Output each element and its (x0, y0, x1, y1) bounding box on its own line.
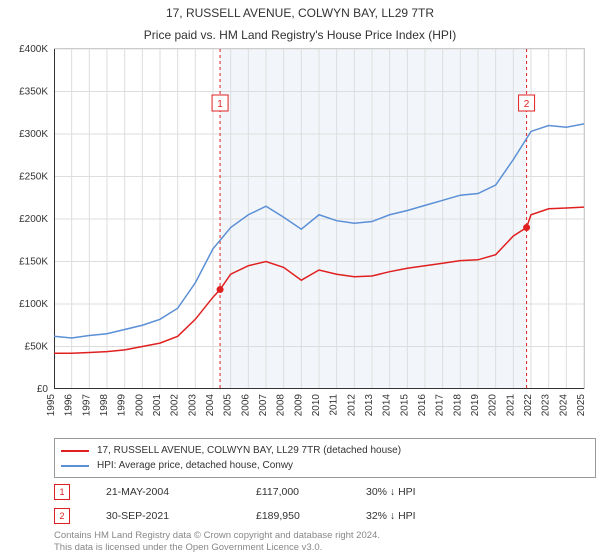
footer: Contains HM Land Registry data © Crown c… (54, 530, 380, 554)
legend-row-property: 17, RUSSELL AVENUE, COLWYN BAY, LL29 7TR… (61, 443, 589, 458)
svg-text:2025: 2025 (576, 394, 587, 417)
svg-text:2017: 2017 (435, 394, 446, 417)
legend-swatch-property (61, 450, 89, 452)
svg-text:2024: 2024 (558, 394, 569, 417)
chart-title-line1: 17, RUSSELL AVENUE, COLWYN BAY, LL29 7TR (0, 0, 600, 22)
svg-text:£350K: £350K (19, 87, 48, 98)
legend-label-hpi: HPI: Average price, detached house, Conw… (97, 458, 293, 473)
svg-text:2023: 2023 (541, 394, 552, 417)
marker-date-2: 30-SEP-2021 (106, 510, 256, 522)
marker-delta-2: 32% ↓ HPI (366, 510, 526, 522)
svg-text:2: 2 (524, 99, 530, 110)
svg-text:£150K: £150K (19, 257, 48, 268)
svg-text:2022: 2022 (523, 394, 534, 417)
svg-text:1999: 1999 (117, 394, 128, 417)
marker-date-1: 21-MAY-2004 (106, 486, 256, 498)
svg-text:2001: 2001 (152, 394, 163, 417)
svg-text:2012: 2012 (346, 394, 357, 417)
marker-row-1: 1 21-MAY-2004 £117,000 30% ↓ HPI (18, 480, 584, 504)
marker-table: 1 21-MAY-2004 £117,000 30% ↓ HPI 2 30-SE… (18, 480, 584, 528)
svg-text:2018: 2018 (452, 394, 463, 417)
marker-price-1: £117,000 (256, 486, 366, 498)
chart-title-line2: Price paid vs. HM Land Registry's House … (0, 22, 600, 44)
svg-text:2008: 2008 (276, 394, 287, 417)
svg-text:2005: 2005 (223, 394, 234, 417)
svg-text:2007: 2007 (258, 394, 269, 417)
svg-text:£100K: £100K (19, 299, 48, 310)
footer-line2: This data is licensed under the Open Gov… (54, 542, 380, 554)
legend: 17, RUSSELL AVENUE, COLWYN BAY, LL29 7TR… (54, 438, 596, 478)
legend-label-property: 17, RUSSELL AVENUE, COLWYN BAY, LL29 7TR… (97, 443, 401, 458)
svg-text:2011: 2011 (329, 394, 340, 416)
svg-text:2013: 2013 (364, 394, 375, 417)
svg-text:£200K: £200K (19, 214, 48, 225)
svg-text:2019: 2019 (470, 394, 481, 417)
chart-container: 17, RUSSELL AVENUE, COLWYN BAY, LL29 7TR… (0, 0, 600, 560)
legend-row-hpi: HPI: Average price, detached house, Conw… (61, 458, 589, 473)
marker-row-2: 2 30-SEP-2021 £189,950 32% ↓ HPI (18, 504, 584, 528)
svg-text:2004: 2004 (205, 394, 216, 417)
svg-text:1996: 1996 (64, 394, 75, 417)
svg-text:2016: 2016 (417, 394, 428, 417)
svg-text:2014: 2014 (382, 394, 393, 417)
svg-text:2006: 2006 (240, 394, 251, 417)
svg-text:1997: 1997 (81, 394, 92, 417)
marker-badge-1: 1 (54, 484, 70, 500)
plot-area: 12 (54, 48, 585, 389)
y-axis-labels: £0£50K£100K£150K£200K£250K£300K£350K£400… (0, 40, 54, 440)
svg-text:2009: 2009 (293, 394, 304, 417)
svg-text:2002: 2002 (170, 394, 181, 417)
marker-price-2: £189,950 (256, 510, 366, 522)
svg-text:£400K: £400K (19, 44, 48, 55)
svg-text:2015: 2015 (399, 394, 410, 417)
svg-text:1998: 1998 (99, 394, 110, 417)
x-axis-labels: 1995 1996 1997 1998 1999 2000 2001 2002 2003 2004… (40, 388, 600, 440)
svg-text:1: 1 (217, 99, 223, 110)
svg-text:2020: 2020 (488, 394, 499, 417)
svg-text:2010: 2010 (311, 394, 322, 417)
marker-delta-1: 30% ↓ HPI (366, 486, 526, 498)
svg-text:£50K: £50K (25, 342, 49, 353)
legend-swatch-hpi (61, 465, 89, 467)
marker-badge-2: 2 (54, 508, 70, 524)
svg-text:1995: 1995 (46, 394, 57, 417)
svg-text:2000: 2000 (134, 394, 145, 417)
svg-text:2003: 2003 (187, 394, 198, 417)
svg-text:£250K: £250K (19, 172, 48, 183)
chart-svg: 12 (54, 49, 584, 389)
svg-text:£300K: £300K (19, 129, 48, 140)
svg-text:2021: 2021 (505, 394, 516, 417)
footer-line1: Contains HM Land Registry data © Crown c… (54, 530, 380, 542)
